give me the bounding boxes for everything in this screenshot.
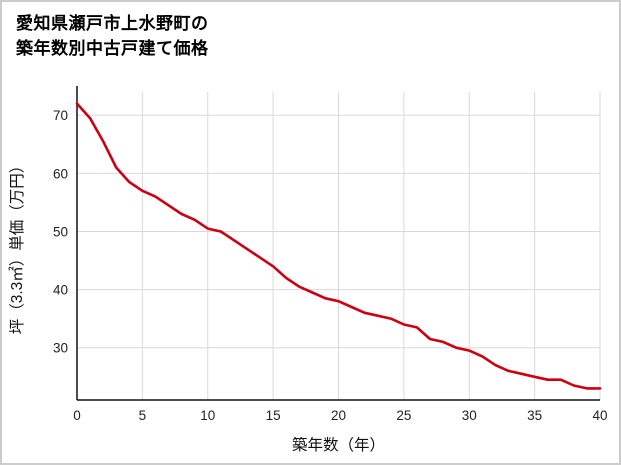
y-tick-label: 60	[53, 166, 68, 181]
x-axis-title: 築年数（年）	[292, 436, 385, 454]
line-chart: 0 5 10 15 20 25 30 35 40 30 40 50 60 70 築年数（年） 坪（3.3㎡）単…	[8, 86, 608, 454]
chart-title: 愛知県瀬戸市上水野町の 築年数別中古戸建て価格	[16, 12, 209, 61]
y-tick-label: 30	[53, 341, 68, 356]
x-tick-label: 15	[266, 408, 281, 423]
chart-title-line-1: 愛知県瀬戸市上水野町の	[16, 14, 209, 33]
y-tick-label: 70	[53, 108, 68, 123]
chart-title-line-2: 築年数別中古戸建て価格	[16, 38, 209, 58]
y-tick-label: 50	[53, 224, 68, 239]
y-tick-label: 40	[53, 283, 68, 298]
x-tick-label: 0	[73, 408, 81, 423]
x-tick-label: 25	[396, 408, 411, 423]
x-tick-label: 30	[462, 408, 477, 423]
x-tick-label: 5	[139, 408, 147, 423]
x-tick-label: 20	[331, 408, 346, 423]
x-tick-label: 40	[592, 408, 607, 423]
price-line-series	[75, 102, 602, 390]
x-tick-label: 10	[200, 408, 215, 423]
y-axis-title: 坪（3.3㎡）単価（万円）	[8, 158, 26, 335]
x-tick-label: 35	[527, 408, 542, 423]
